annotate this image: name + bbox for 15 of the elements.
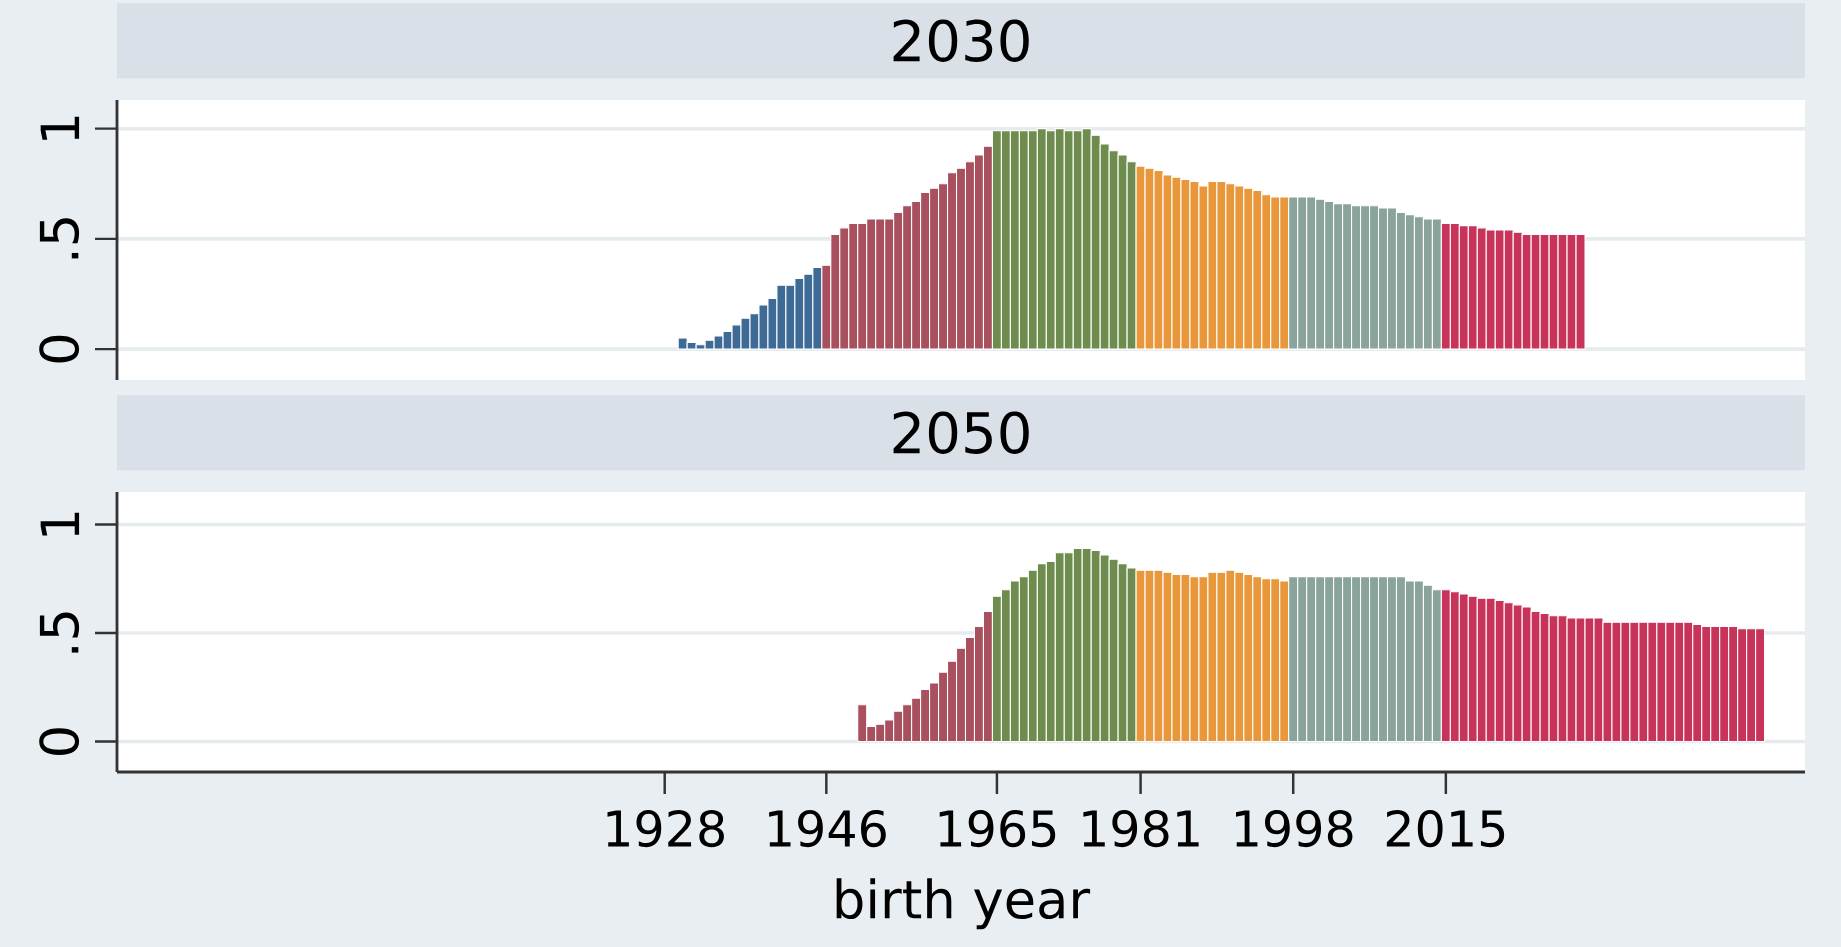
x-axis-title: birth year — [836, 878, 1091, 930]
chart-title: 2030 — [893, 19, 1029, 62]
y-tick-label: 1 — [40, 512, 80, 536]
y-tick-label: .5 — [39, 612, 80, 653]
x-tick-label: 1998 — [1236, 809, 1353, 848]
x-tick-label: 1946 — [769, 809, 886, 848]
x-tick-label: 1928 — [607, 809, 724, 848]
x-tick-label: 1981 — [1083, 809, 1199, 848]
y-tick-label: 0 — [39, 335, 80, 363]
chart-title: 2050 — [893, 411, 1029, 454]
x-tick-label: 1965 — [939, 809, 1056, 848]
y-tick-label: 0 — [39, 728, 80, 755]
y-tick-label: 1 — [40, 116, 80, 140]
x-tick-label: 2015 — [1386, 809, 1505, 848]
y-tick-label: .5 — [39, 218, 80, 259]
